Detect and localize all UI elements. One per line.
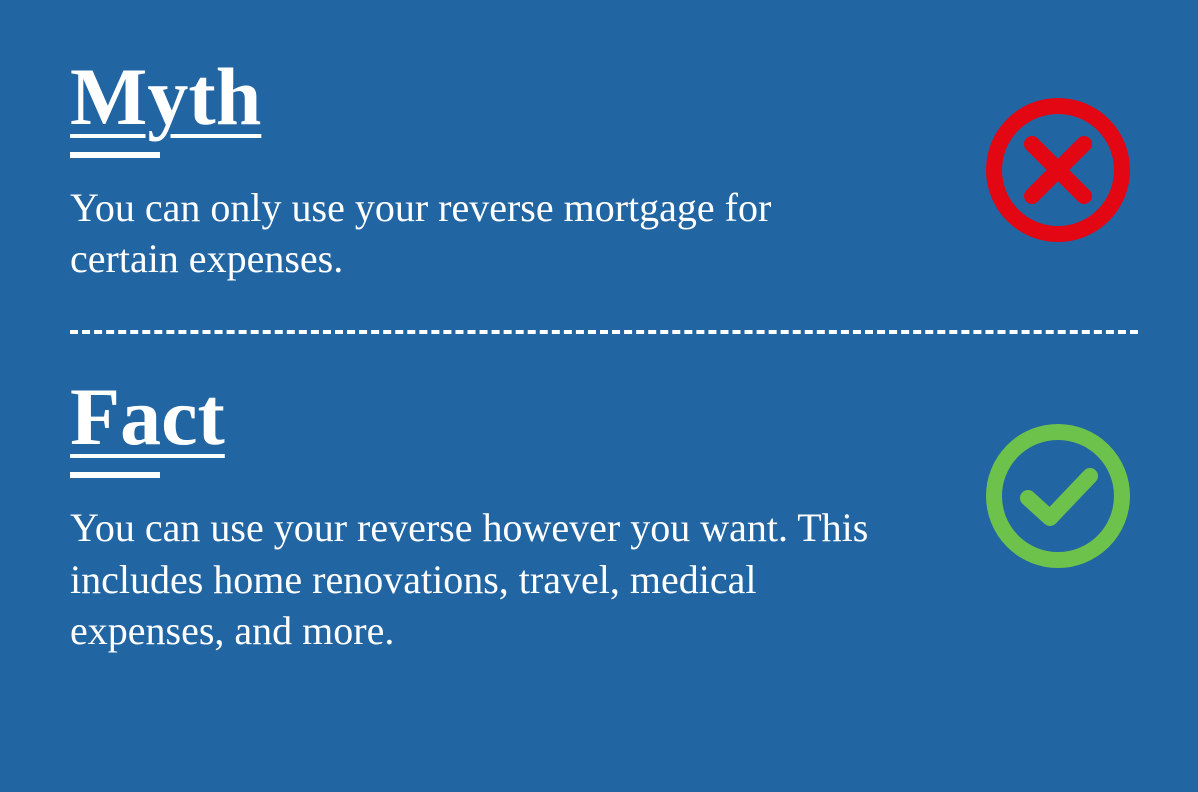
myth-body-text: You can only use your reverse mortgage f… [70,182,890,284]
myth-underline-bar [70,152,160,158]
fact-underline-bar [70,472,160,478]
x-circle-icon [978,90,1138,250]
fact-body-text: You can use your reverse however you wan… [70,502,890,656]
myth-section: Myth You can only use your reverse mortg… [70,40,1138,314]
fact-section: Fact You can use your reverse however yo… [70,334,1138,656]
check-circle-icon [978,416,1138,576]
